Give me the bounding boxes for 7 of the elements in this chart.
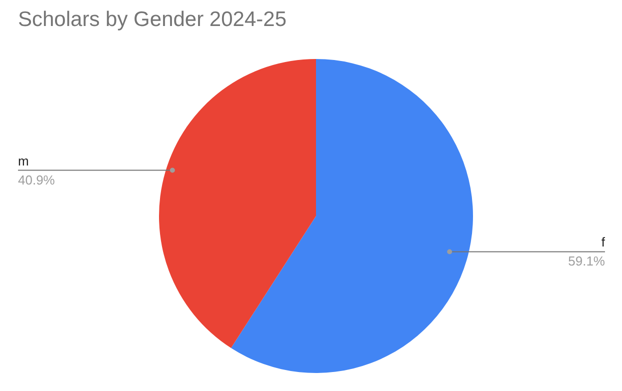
pie-slice	[231, 59, 473, 373]
pie-slice	[159, 59, 316, 348]
slice-label: m	[18, 153, 29, 168]
data-label: 40.9%	[18, 172, 56, 188]
chart-title: Scholars by Gender 2024-25	[18, 8, 286, 32]
slice-label: f	[601, 234, 606, 250]
data-label: 59.1%	[568, 254, 606, 269]
